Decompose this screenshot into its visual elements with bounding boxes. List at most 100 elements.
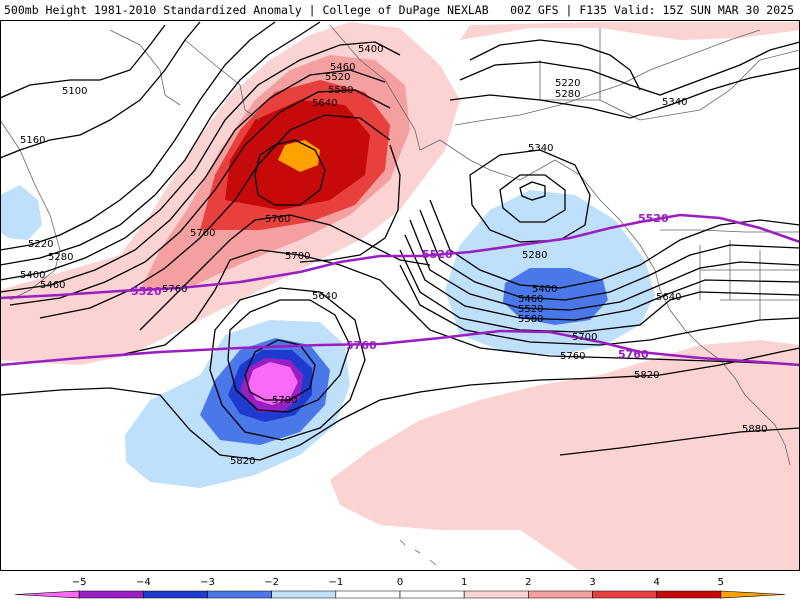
anomaly-fill-p1-southeast [330,340,800,571]
colorbar-tick-label: −3 [200,577,215,588]
colorbar-segment [592,590,657,599]
contour-label: 5520 [518,304,543,315]
anomaly-map: 5400 5460 5520 5580 5640 5760 5700 5100 … [0,20,800,571]
colorbar-tick-label: 3 [589,577,595,588]
purple-5520-line [0,213,800,300]
contour-label: 5220 [28,239,53,250]
colorbar-segment [528,590,593,599]
contour-label: 5280 [48,252,73,263]
height-contours [0,21,800,461]
coastline-alaska-south [454,29,761,126]
contour-label: 5700 [272,395,297,406]
contour-5280-west [0,21,321,266]
contour-label: 5880 [742,424,767,435]
contour-label: 5820 [230,456,255,467]
contour-label: 5760 [265,214,290,225]
contour-labels: 5400 5460 5520 5580 5640 5760 5700 5100 … [20,44,767,467]
contour-5340-low [469,149,591,243]
contour-label: 5400 [20,270,45,281]
contour-5460-west [0,69,386,293]
colorbar-segment [656,590,722,599]
contour-5580-west [39,114,391,319]
contour-label: 5640 [312,291,337,302]
colorbar-segment [143,590,208,599]
contour-label: 5340 [528,143,553,154]
coastline-hawaii [399,539,437,566]
colorbar-segments [14,590,786,599]
contour-label: 5280 [522,250,547,261]
border-alaska-canada [599,28,800,121]
anomaly-fill-m1-west-edge [0,185,42,240]
coastline-bering [184,39,261,121]
anomaly-fill-p5 [278,140,320,172]
anomaly-fill-m2-northeast [503,268,608,325]
colorbar-segment [463,590,529,599]
contour-label: 5400 [358,44,383,55]
purple-contour-label: 5520 [638,212,669,225]
negative-anomaly-shading [0,185,655,488]
product-title: 500mb Height 1981-2010 Standardized Anom… [4,3,489,17]
contour-label: 5460 [518,294,543,305]
contour-5640-ridge [299,144,401,263]
colorbar-tick-label: 1 [461,577,467,588]
coastline-bc-us-west [659,289,761,411]
colorbar-segment [399,590,465,599]
reference-contours [0,213,800,367]
coastline-siberia [109,29,181,106]
contour-5760-low-outer [209,287,366,441]
contour-5280-northeast [459,41,800,96]
contour-5580-east [404,234,800,321]
coastline-alaska-west [329,24,421,151]
contour-label: 5580 [328,85,353,96]
contour-label: 5760 [560,351,585,362]
contour-label: 5460 [40,280,65,291]
contour-5700-east [399,264,800,346]
colorbar-segment [271,590,337,599]
contour-5220-west [0,21,276,251]
contour-label: 5100 [62,86,87,97]
contour-5760-high [254,139,326,206]
colorbar-segment [78,590,144,599]
contour-label: 5520 [325,72,350,83]
colorbar-tick-label: −2 [264,577,279,588]
purple-contour-label: 5520 [131,285,162,298]
contour-label: 5700 [572,332,597,343]
contour-label: 5580 [518,314,543,325]
border-states [539,60,800,320]
contour-5400-west [0,41,401,281]
contour-label: 5160 [20,135,45,146]
purple-contour-label: 5760 [618,348,649,361]
contour-5640-east [399,249,800,333]
purple-contour-label: 5760 [346,339,377,352]
reference-contour-labels: 5520 5520 5520 5760 5760 [131,212,669,361]
contour-5520-east [409,219,800,311]
contour-5880-south [559,427,800,456]
colorbar-ticks: −5 −4 −3 −2 −1 0 1 2 3 4 5 [72,577,724,588]
contour-5220-low [519,181,546,201]
colorbar-tick-label: −1 [328,577,343,588]
colorbar-tick-label: 2 [525,577,531,588]
coastline-baja [759,409,791,466]
coastline-aleutians [419,139,661,291]
contour-5460-east [419,209,800,301]
colorbar-tick-label: 4 [653,577,659,588]
contour-5400-east [429,199,800,289]
purple-contour-label: 5520 [422,248,453,261]
contour-label: 5340 [662,97,687,108]
purple-5760-line [0,329,800,367]
contour-5160 [0,21,201,159]
contour-label: 5280 [555,89,580,100]
positive-anomaly-shading [0,22,800,571]
colorbar-segment [720,590,786,599]
contour-5280-low [499,174,566,223]
contour-label: 5760 [162,284,187,295]
contour-5640-low [227,299,351,413]
colorbar-tick-label: 0 [397,577,403,588]
anomaly-colorbar: −5 −4 −3 −2 −1 0 1 2 3 4 5 [0,571,800,600]
contour-label: 5640 [312,98,337,109]
contour-5820-south [0,347,800,461]
colorbar-tick-label: 5 [718,577,724,588]
colorbar-tick-label: −5 [72,577,87,588]
contour-label: 5640 [656,292,681,303]
